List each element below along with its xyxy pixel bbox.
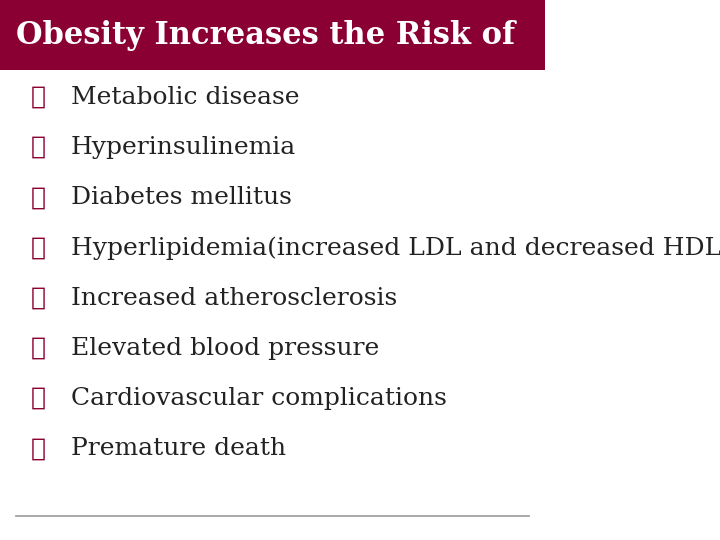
Text: Premature death: Premature death: [71, 437, 286, 460]
Text: ✓: ✓: [31, 186, 45, 209]
Text: ✓: ✓: [31, 136, 45, 159]
Text: ✓: ✓: [31, 287, 45, 309]
Text: Increased atherosclerosis: Increased atherosclerosis: [71, 287, 397, 309]
Text: Obesity Increases the Risk of: Obesity Increases the Risk of: [17, 19, 516, 51]
Text: Diabetes mellitus: Diabetes mellitus: [71, 186, 292, 209]
Text: ✓: ✓: [31, 237, 45, 259]
Text: Elevated blood pressure: Elevated blood pressure: [71, 337, 379, 360]
Text: Hyperinsulinemia: Hyperinsulinemia: [71, 136, 296, 159]
Text: Hyperlipidemia(increased LDL and decreased HDL): Hyperlipidemia(increased LDL and decreas…: [71, 236, 720, 260]
Text: ✓: ✓: [31, 437, 45, 460]
Text: ✓: ✓: [31, 337, 45, 360]
Text: Metabolic disease: Metabolic disease: [71, 86, 300, 109]
Text: ✓: ✓: [31, 86, 45, 109]
FancyBboxPatch shape: [0, 0, 546, 70]
Text: ✓: ✓: [31, 387, 45, 410]
Text: Cardiovascular complications: Cardiovascular complications: [71, 387, 447, 410]
